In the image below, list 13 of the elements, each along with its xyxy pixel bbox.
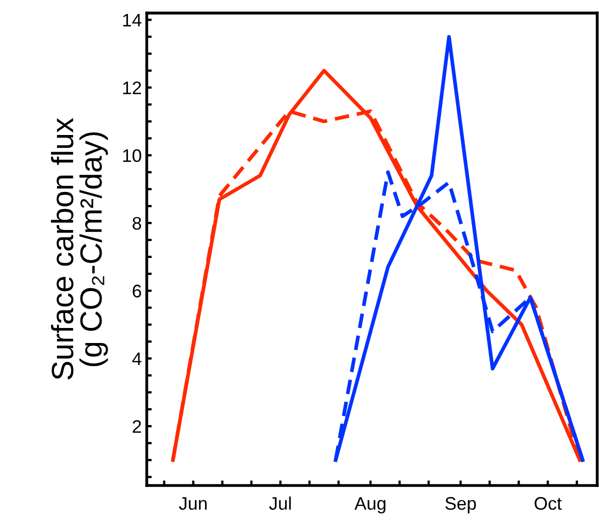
y-tick-label: 6	[132, 284, 142, 298]
y-tick-label: 12	[123, 81, 141, 94]
x-tick-label: Jun	[178, 497, 207, 510]
x-tick-label: Aug	[354, 497, 386, 514]
y-tick-label: 10	[123, 149, 142, 162]
y-tick-label: 4	[132, 352, 142, 366]
y-tick-label: 8	[132, 216, 142, 230]
x-tick-label: Jul	[269, 496, 291, 510]
y-tick-label: 2	[132, 420, 141, 433]
x-tick-label: Oct	[534, 497, 562, 510]
y-tick-label: 14	[123, 14, 142, 26]
y-axis-title: Surface carbon flux (g CO₂-C/m²/day)	[50, 118, 108, 380]
x-tick-label: Sep	[445, 497, 476, 514]
